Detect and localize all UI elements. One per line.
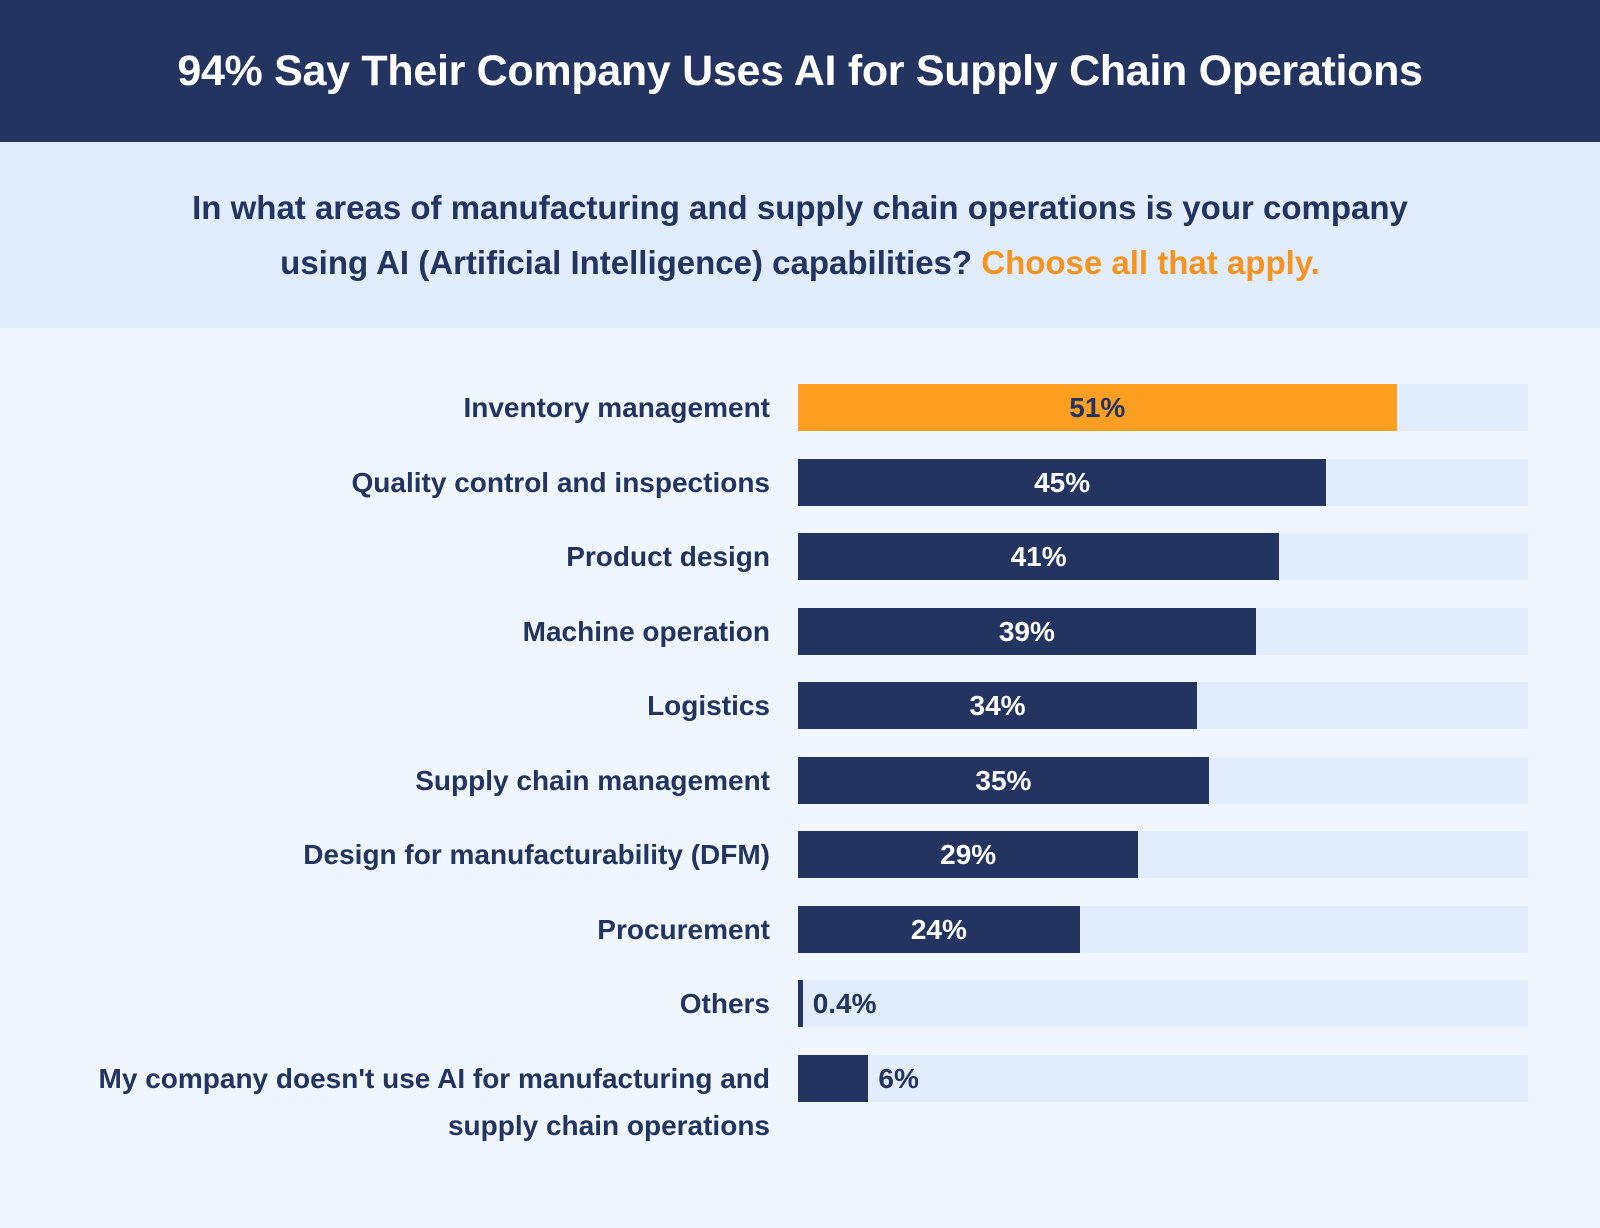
bar-track (798, 980, 1528, 1027)
category-label: Supply chain management (415, 764, 770, 796)
bar (798, 682, 1198, 729)
value-label: 29% (940, 839, 997, 870)
value-label: 6% (878, 1062, 919, 1094)
value-label: 0.4% (812, 988, 877, 1019)
value-label: 41% (1010, 541, 1067, 572)
subtitle-band: In what areas of manufacturing and suppl… (0, 142, 1600, 328)
bar (798, 384, 1397, 431)
value-label: 35% (975, 764, 1032, 796)
bar (798, 831, 1139, 878)
category-label: My company doesn't use AI for manufactur… (98, 1062, 770, 1141)
bar (798, 458, 1327, 506)
subtitle-note: Choose all that apply. (981, 244, 1320, 281)
bar (798, 756, 1209, 804)
value-label: 34% (969, 690, 1026, 721)
category-label: Inventory management (463, 392, 770, 423)
category-label: Others (679, 988, 770, 1019)
category-label: Quality control and inspections (351, 466, 771, 498)
value-label: 45% (1034, 466, 1091, 498)
subtitle: In what areas of manufacturing and suppl… (192, 189, 1408, 281)
value-label: 24% (910, 913, 967, 945)
bar (798, 607, 1256, 655)
bar-track (798, 1054, 1528, 1102)
category-label: Product design (566, 541, 770, 572)
category-label: Machine operation (522, 615, 770, 647)
bar (798, 905, 1080, 953)
chart-title: 94% Say Their Company Uses AI for Supply… (177, 46, 1423, 95)
category-label: Design for manufacturability (DFM) (303, 839, 770, 870)
bar (798, 533, 1280, 580)
subtitle-block: In what areas of manufacturing and suppl… (170, 180, 1430, 290)
category-label: Logistics (647, 690, 770, 721)
category-label: Procurement (597, 913, 770, 945)
bar (798, 980, 803, 1027)
bar (798, 1054, 869, 1102)
header: 94% Say Their Company Uses AI for Supply… (0, 0, 1600, 142)
value-label: 39% (998, 615, 1055, 647)
value-label: 51% (1069, 392, 1126, 423)
